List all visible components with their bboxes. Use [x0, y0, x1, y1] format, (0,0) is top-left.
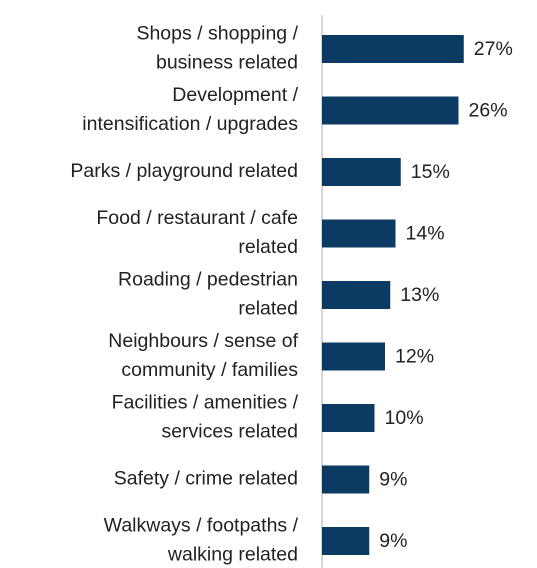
- value-label: 12%: [395, 346, 434, 368]
- category-label: Facilities / amenities /: [112, 392, 299, 414]
- category-label: Shops / shopping /: [136, 23, 298, 45]
- bar: [322, 342, 385, 371]
- category-label: Roading / pedestrian: [118, 269, 298, 291]
- value-label: 9%: [379, 469, 407, 491]
- category-label: services related: [161, 421, 298, 443]
- category-label: intensification / upgrades: [82, 113, 298, 135]
- value-label: 10%: [385, 407, 424, 429]
- category-label: related: [238, 298, 298, 320]
- bar: [322, 35, 464, 63]
- bar: [322, 96, 459, 125]
- category-label: Walkways / footpaths /: [104, 515, 299, 537]
- value-label: 9%: [379, 530, 407, 552]
- bar: [322, 465, 370, 494]
- value-label: 26%: [469, 100, 508, 122]
- value-label: 15%: [411, 161, 450, 183]
- bar: [322, 527, 370, 555]
- category-label: Parks / playground related: [70, 160, 298, 182]
- category-label: Development /: [172, 84, 298, 106]
- bar: [322, 219, 396, 248]
- category-label: related: [238, 236, 298, 258]
- bar: [322, 158, 401, 186]
- category-label: community / families: [121, 359, 298, 381]
- bar: [322, 281, 391, 309]
- category-label: walking related: [167, 544, 298, 566]
- value-label: 13%: [400, 284, 439, 306]
- value-label: 14%: [406, 223, 445, 245]
- bar: [322, 404, 375, 432]
- category-label: Food / restaurant / cafe: [96, 207, 298, 229]
- category-label: Safety / crime related: [114, 468, 298, 490]
- category-label: Neighbours / sense of: [108, 330, 298, 352]
- category-label: business related: [156, 52, 298, 74]
- value-label: 27%: [474, 38, 513, 60]
